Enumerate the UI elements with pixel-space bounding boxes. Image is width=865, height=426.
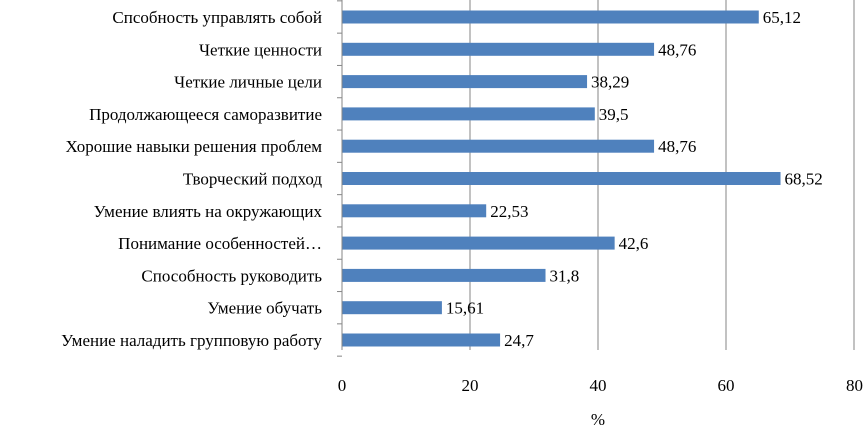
category-label: Четкие личные цели — [174, 73, 322, 92]
category-label: Хорошие навыки решения проблем — [66, 137, 323, 156]
value-label: 48,76 — [658, 40, 696, 59]
bar-3 — [342, 75, 587, 88]
category-label: Умение наладить групповую работу — [61, 331, 322, 350]
axes — [337, 0, 342, 356]
category-label: Спсобность управлять собой — [112, 8, 322, 27]
bar-1 — [342, 11, 759, 24]
bar-11 — [342, 334, 500, 347]
value-label: 65,12 — [763, 8, 801, 27]
bar-8 — [342, 237, 615, 250]
value-label: 22,53 — [490, 202, 528, 221]
bar-9 — [342, 269, 546, 282]
value-label: 68,52 — [785, 170, 823, 189]
value-label: 42,6 — [619, 234, 649, 253]
value-label: 39,5 — [599, 105, 629, 124]
category-label: Продолжающееся саморазвитие — [89, 105, 322, 124]
x-tick-label-60: 60 — [718, 376, 735, 395]
x-tick-labels: 0 20 40 60 80 — [338, 376, 863, 395]
x-axis-title: % — [591, 410, 605, 426]
bar-7 — [342, 204, 486, 217]
x-tick-label-0: 0 — [338, 376, 347, 395]
value-label: 15,61 — [446, 299, 484, 318]
value-label: 24,7 — [504, 331, 534, 350]
x-tick-label-20: 20 — [462, 376, 479, 395]
value-label: 48,76 — [658, 137, 696, 156]
bar-6 — [342, 172, 781, 185]
category-labels: Спсобность управлять собой Четкие ценност… — [61, 8, 322, 350]
bars — [342, 11, 781, 347]
category-label: Творческий подход — [183, 170, 322, 189]
category-label: Способность руководить — [141, 266, 322, 285]
category-label: Понимание особенностей… — [118, 234, 322, 253]
bar-5 — [342, 140, 654, 153]
category-label: Четкие ценности — [199, 40, 322, 59]
bar-2 — [342, 43, 654, 56]
value-label: 31,8 — [550, 266, 580, 285]
value-label: 38,29 — [591, 73, 629, 92]
bar-10 — [342, 301, 442, 314]
category-label: Умение обучать — [207, 299, 322, 318]
category-label: Умение влиять на окружающих — [94, 202, 323, 221]
bar-4 — [342, 107, 595, 120]
x-tick-label-80: 80 — [846, 376, 863, 395]
x-tick-label-40: 40 — [590, 376, 607, 395]
